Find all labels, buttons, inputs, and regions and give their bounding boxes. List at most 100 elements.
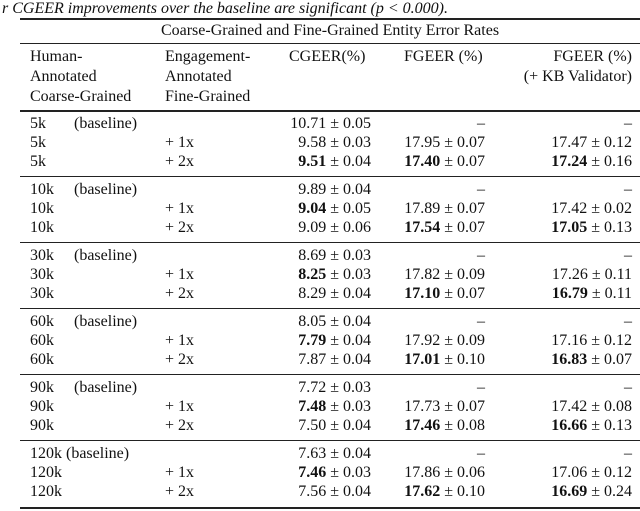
cell-value: 17.46 [404,417,441,434]
fgeer-kb-cell: 17.16 ± 0.12 [551,331,632,350]
engagement-multiplier: + 1x [165,134,195,151]
fgeer-cell: 17.54 ± 0.07 [404,218,485,237]
fgeer-kb-cell: 17.47 ± 0.12 [551,133,632,152]
header-fgeer: FGEER (%) [404,47,483,67]
cgeer-cell: 9.04 ± 0.05 [298,199,371,218]
engagement-multiplier: + 1x [165,332,195,349]
cgeer-cell: 9.58 ± 0.03 [298,133,371,152]
bottom-rule [20,507,640,509]
group-rule [20,242,640,243]
fgeer-cell: – [477,312,485,331]
human-annotated-size: 30k [30,247,54,264]
cell-value: 17.10 [404,285,441,302]
fgeer-cell: 17.46 ± 0.08 [404,416,485,435]
header-line: FGEER (%) [553,48,632,65]
cell-value: 8.69 [298,247,327,264]
cell-value: 17.42 [551,200,588,217]
engagement-multiplier: + 2x [165,351,195,368]
cgeer-cell: 8.25 ± 0.03 [298,265,371,284]
cell-value: 17.01 [404,351,441,368]
cell-error: ± 0.06 [440,464,485,481]
cell-value: 17.92 [404,332,441,349]
fgeer-kb-cell: 16.83 ± 0.07 [551,350,632,369]
baseline-tag: (baseline) [74,379,138,396]
cell-value: 17.54 [404,219,441,236]
cell-value: 9.09 [298,219,327,236]
group-rule [20,308,640,309]
baseline-tag: (baseline) [66,445,130,462]
table-row: 60k (baseline) 8.05 ± 0.04 – – [0,312,640,331]
header-line: Human- [30,48,83,65]
cell-error: ± 0.07 [440,134,485,151]
cgeer-cell: 7.48 ± 0.03 [298,397,371,416]
cgeer-cell: 7.63 ± 0.04 [298,444,371,463]
cell-error: ± 0.07 [440,153,485,170]
cell-value: 17.82 [404,266,441,283]
header-fgeer-kb: FGEER (%) (+ KB Validator) [524,47,632,87]
cell-error: ± 0.05 [326,200,371,217]
cell-error: ± 0.11 [587,266,632,283]
fgeer-kb-cell: 17.26 ± 0.11 [552,265,632,284]
table-row: 30k + 2x 8.29 ± 0.04 17.10 ± 0.07 16.79 ± 0.… [0,284,640,303]
cell-value: 9.04 [298,200,327,217]
cgeer-cell: 7.56 ± 0.04 [298,482,371,501]
fgeer-cell: – [477,114,485,133]
human-annotated-size: 120k [30,445,62,462]
header-engagement-annotated: Engagement- Annotated Fine-Grained [165,47,250,107]
table-row: 120k + 1x 7.46 ± 0.03 17.86 ± 0.06 17.06 ± 0… [0,463,640,482]
cell-value: – [477,181,485,198]
cell-value: 7.87 [298,351,327,368]
cell-value: 17.24 [551,153,588,170]
fgeer-cell: 17.40 ± 0.07 [404,152,485,171]
engagement-multiplier: + 1x [165,266,195,283]
human-annotated-size: 60k [30,313,54,330]
human-annotated-size: 30k [30,285,54,302]
title-rule [20,43,640,44]
fgeer-cell: – [477,444,485,463]
cell-value: 9.58 [298,134,327,151]
cell-error: ± 0.04 [326,181,371,198]
cell-error: ± 0.03 [326,464,371,481]
cell-value: 17.05 [551,219,588,236]
table-row: 10k + 2x 9.09 ± 0.06 17.54 ± 0.07 17.05 ± 0.… [0,218,640,237]
header-line: CGEER(%) [289,48,366,65]
cgeer-cell: 7.50 ± 0.04 [298,416,371,435]
cell-error: ± 0.03 [326,247,371,264]
human-annotated-size: 10k [30,200,54,217]
cell-error: ± 0.24 [587,483,632,500]
table-row: 90k (baseline) 7.72 ± 0.03 – – [0,378,640,397]
cell-value: 17.73 [404,398,441,415]
cell-value: 7.72 [298,379,327,396]
cell-value: 16.69 [551,483,588,500]
human-annotated-size: 10k [30,219,54,236]
table-row: 30k + 1x 8.25 ± 0.03 17.82 ± 0.09 17.26 ± 0.… [0,265,640,284]
cell-value: – [477,313,485,330]
fgeer-cell: – [477,246,485,265]
fgeer-kb-cell: – [624,378,632,397]
fgeer-cell: 17.62 ± 0.10 [404,482,485,501]
cgeer-cell: 9.89 ± 0.04 [298,180,371,199]
fgeer-kb-cell: 17.42 ± 0.02 [551,199,632,218]
engagement-multiplier: + 2x [165,219,195,236]
cell-error: ± 0.07 [440,398,485,415]
cell-error: ± 0.04 [326,351,371,368]
cgeer-cell: 9.09 ± 0.06 [298,218,371,237]
cell-value: 8.29 [298,285,327,302]
table-row: 5k + 1x 9.58 ± 0.03 17.95 ± 0.07 17.47 ± 0.1… [0,133,640,152]
table-row: 30k (baseline) 8.69 ± 0.03 – – [0,246,640,265]
cell-error: ± 0.04 [326,332,371,349]
table-row: 10k + 1x 9.04 ± 0.05 17.89 ± 0.07 17.42 ± 0.… [0,199,640,218]
engagement-multiplier: + 1x [165,464,195,481]
baseline-tag: (baseline) [74,181,138,198]
cell-value: 17.95 [404,134,441,151]
cell-error: ± 0.10 [440,483,485,500]
cell-error: ± 0.03 [326,266,371,283]
cell-error: ± 0.02 [587,200,632,217]
table-title: Coarse-Grained and Fine-Grained Entity E… [160,22,500,39]
table-row: 120k + 2x 7.56 ± 0.04 17.62 ± 0.10 16.69 ± 0… [0,482,640,501]
table-row: 90k + 2x 7.50 ± 0.04 17.46 ± 0.08 16.66 ± 0.… [0,416,640,435]
cell-error: ± 0.04 [326,285,371,302]
human-annotated-size: 90k [30,398,54,415]
fgeer-cell: 17.82 ± 0.09 [404,265,485,284]
cell-value: 17.16 [551,332,588,349]
